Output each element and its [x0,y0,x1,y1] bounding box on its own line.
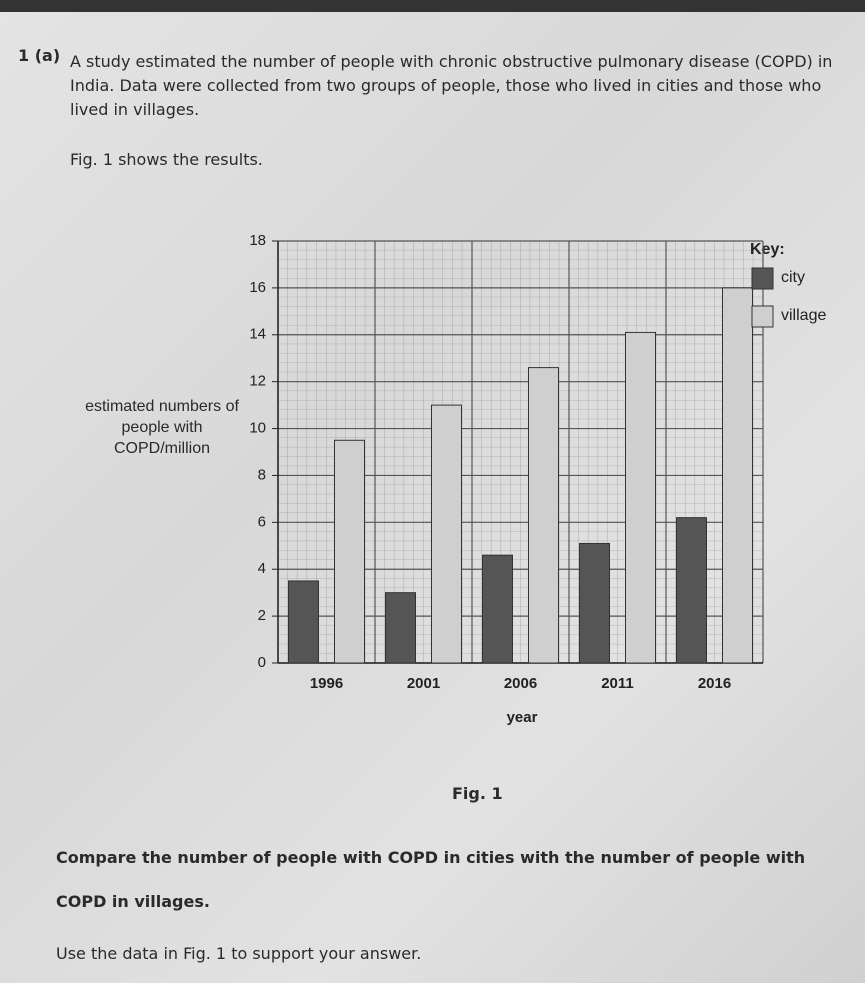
y-tick-label: 10 [249,420,266,437]
x-tick-label: 2006 [504,675,537,692]
bar [288,580,319,664]
bar [385,592,416,664]
intro: A study estimated the number of people w… [70,52,833,119]
x-axis-label: year [507,709,538,726]
question-number: 1 (a) [18,46,61,65]
bar [528,367,559,664]
y-tick-label: 4 [258,560,266,577]
bar [482,554,513,664]
y-tick-label: 16 [249,279,266,296]
bar [579,542,610,664]
bar [334,439,365,664]
x-tick-label: 2001 [407,675,440,692]
instruction: Use the data in Fig. 1 to support your a… [56,944,422,963]
y-tick-label: 6 [258,513,266,530]
y-tick-label: 0 [258,654,266,671]
bar [431,404,462,664]
y-tick-label: 14 [249,326,266,343]
y-tick-label: 18 [249,232,266,249]
bar [676,517,707,664]
legend-swatch [751,305,774,328]
legend-label: city [781,269,805,286]
legend-label: village [781,307,826,324]
top-bar [0,0,865,12]
bar [722,287,753,664]
x-tick-label: 2011 [601,675,634,692]
y-tick-label: 12 [249,373,266,390]
caption: Fig. 1 [452,784,503,803]
prompt: Compare the number of people with COPD i… [56,848,806,911]
y-axis-label: estimated numbers of people with COPD/mi… [85,398,239,457]
figure-ref: Fig. 1 shows the results. [70,150,263,169]
legend-swatch [751,267,774,290]
x-tick-label: 2016 [698,675,731,692]
x-tick-label: 1996 [310,675,343,692]
y-tick-label: 2 [258,607,266,624]
legend-title: Key: [750,241,785,258]
bar [625,331,656,664]
y-tick-label: 8 [258,466,266,483]
